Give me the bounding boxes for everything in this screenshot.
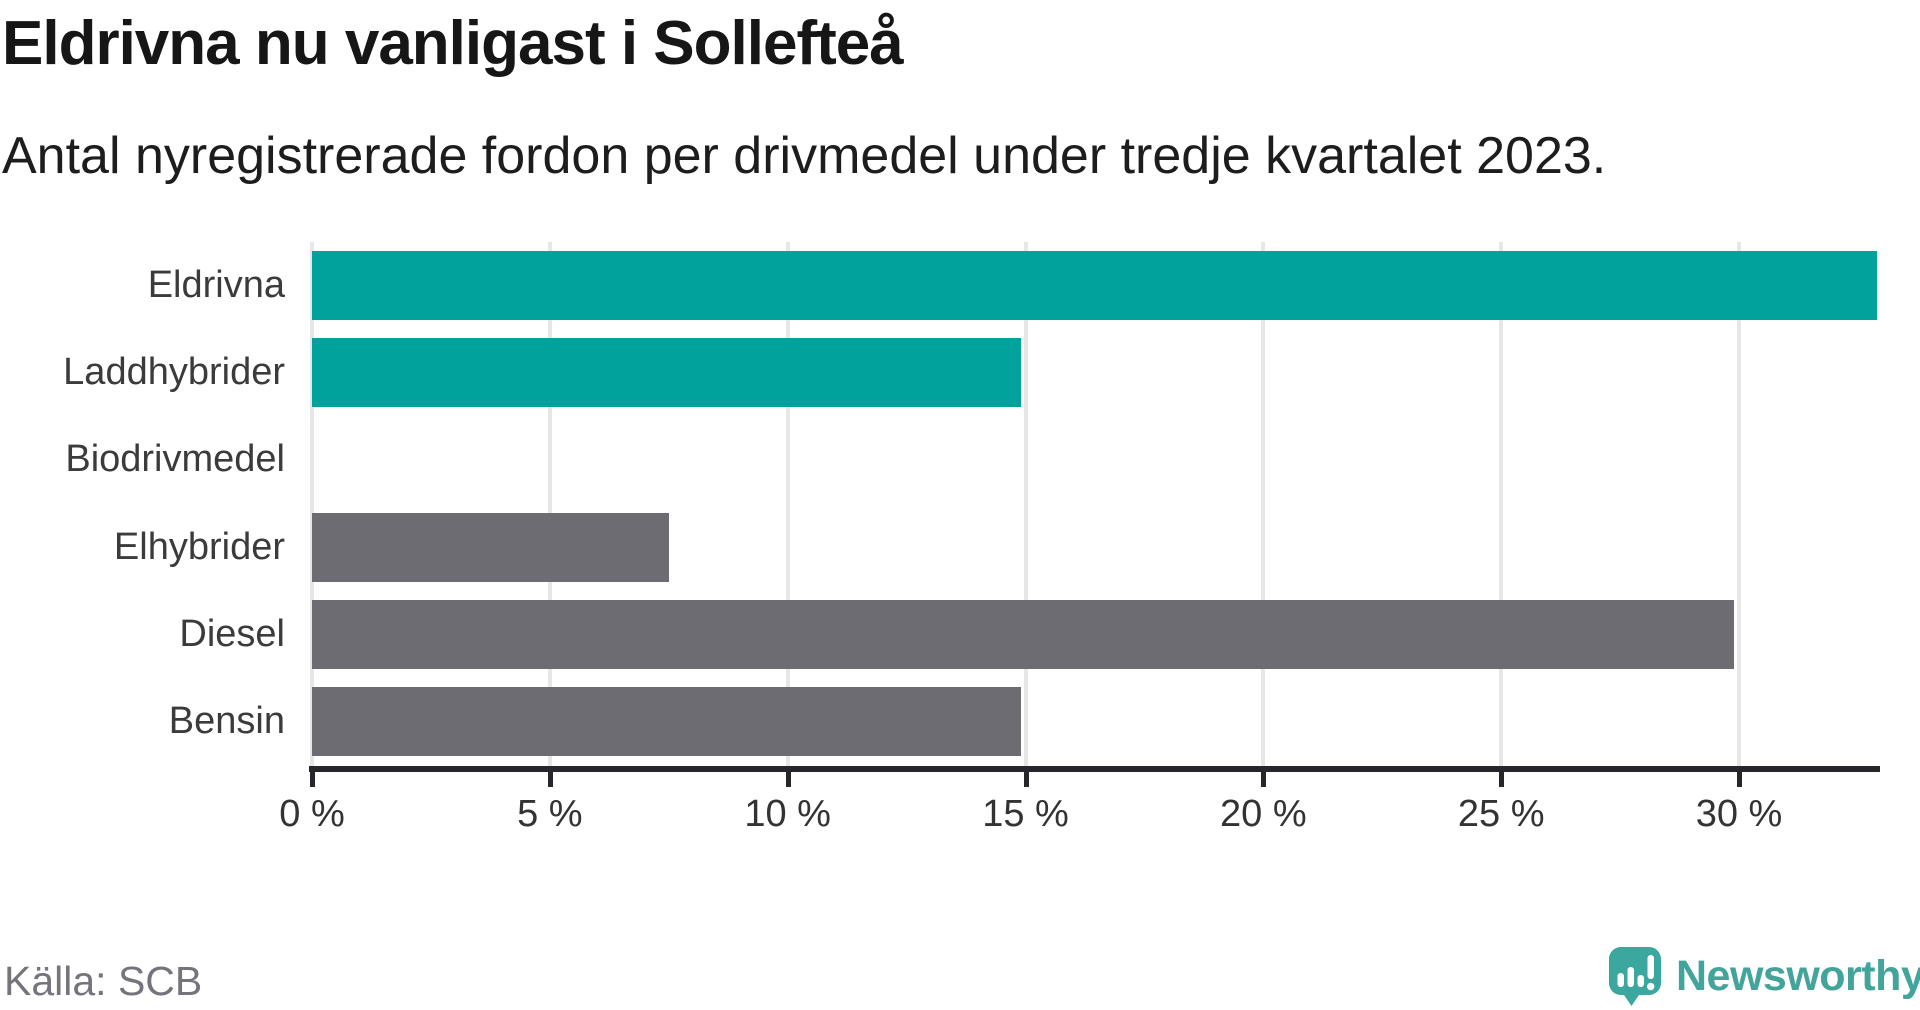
axis-tick-label: 0 % [279,793,345,835]
category-label: Eldrivna [147,264,285,306]
bar [312,251,1877,320]
page-subtitle: Antal nyregistrerade fordon per drivmede… [2,127,1607,185]
axis-tick [1261,772,1267,787]
bar [312,687,1021,756]
axis-tick [1499,772,1505,787]
axis-tick [1023,772,1029,787]
plot-area: 0 % 5 % 10 % 15 % 20 % 25 % 30 % Eldrivna Laddhy… [63,242,1880,835]
gridline [1499,242,1504,766]
gridline [785,242,790,766]
newsworthy-logo-text: Newsworthy [1676,952,1920,1000]
axis-tick-label: 10 % [744,793,831,835]
axis-tick-label: 30 % [1695,793,1783,835]
bar [312,600,1735,669]
category-label: Biodrivmedel [65,438,285,480]
gridline [310,242,314,766]
category-label: Bensin [168,700,285,742]
bar [312,338,1021,407]
newsworthy-logo: Newsworthy [1608,946,1920,1007]
x-axis-line [309,766,1880,772]
axis-tick [785,772,791,787]
axis-tick-label: 25 % [1457,793,1545,835]
bar [312,513,669,582]
category-label: Diesel [179,613,285,655]
axis-tick-label: 5 % [517,793,583,835]
page-title: Eldrivna nu vanligast i Sollefteå [2,9,904,78]
category-label: Elhybrider [113,526,285,568]
gridline [1737,242,1742,766]
category-label: Laddhybrider [63,351,285,393]
axis-tick [1737,772,1743,787]
axis-tick-label: 20 % [1220,793,1307,835]
gridline [1023,242,1028,766]
axis-tick-label: 15 % [982,793,1069,835]
newsworthy-bubble-chart-icon [1608,946,1662,1007]
axis-tick [310,772,315,787]
gridline [1261,242,1266,766]
gridline [547,242,552,766]
source-note: Källa: SCB [4,958,203,1004]
axis-tick [547,772,553,787]
